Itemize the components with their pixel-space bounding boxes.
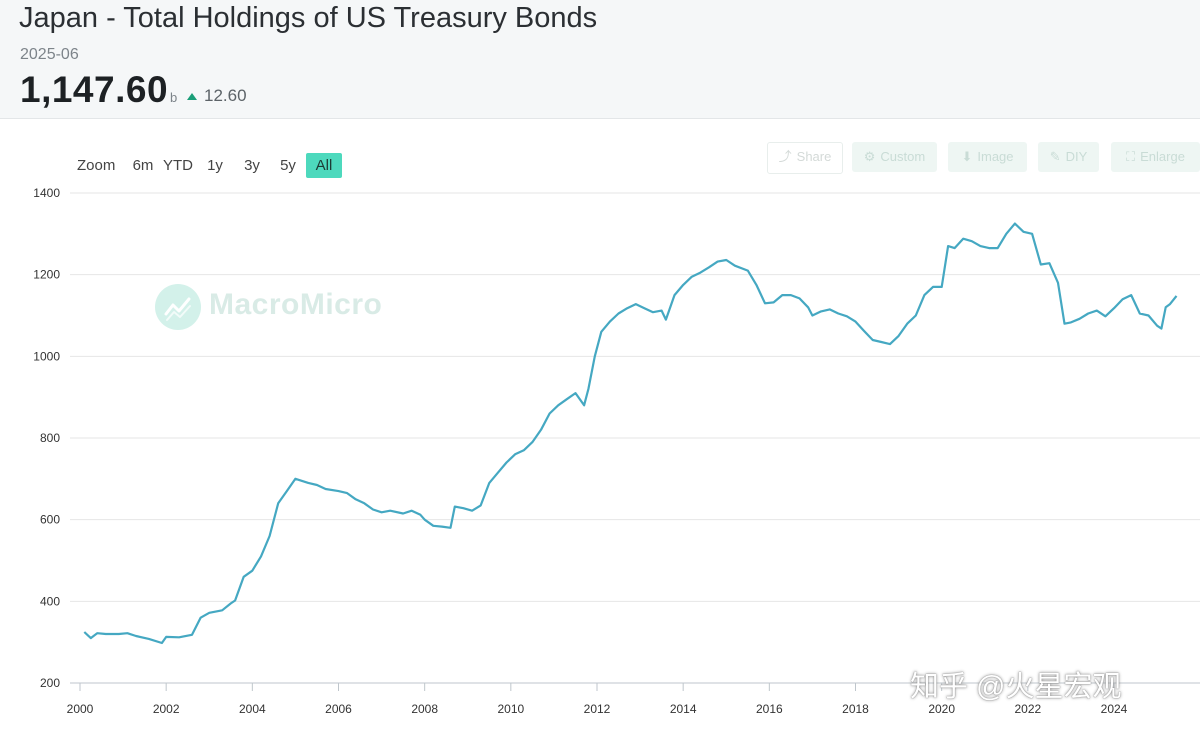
y-tick-label: 1400 [33,186,60,200]
gear-icon: ⚙ [863,149,876,164]
diy-button[interactable]: ✎ DIY [1038,142,1099,172]
x-tick-label: 2012 [584,702,611,716]
y-tick-label: 400 [40,594,60,608]
y-tick-label: 1000 [33,349,60,363]
watermark-text: MacroMicro [209,288,383,321]
zoom-ytd-button[interactable]: YTD [163,157,193,174]
x-tick-label: 2010 [497,702,524,716]
y-tick-label: 1200 [33,268,60,282]
y-tick-label: 200 [40,676,60,690]
x-axis: 2000 2002 2004 2006 2008 2010 2012 2014 2016 2018… [67,683,1128,716]
y-axis: 200 400 600 800 1000 1200 1400 [33,186,60,690]
zoom-6m-button[interactable]: 6m [132,157,154,174]
x-tick-label: 2024 [1101,702,1128,716]
zoom-3y-button[interactable]: 3y [244,157,260,174]
macromicro-logo-icon [155,284,201,330]
expand-icon: ⛶ [1126,149,1136,164]
x-tick-label: 2020 [928,702,955,716]
x-tick-label: 2018 [842,702,869,716]
x-tick-label: 2022 [1014,702,1041,716]
enlarge-button[interactable]: ⛶ Enlarge [1111,142,1200,172]
download-icon: ⬇ [961,149,973,164]
latest-date: 2025-06 [20,46,79,63]
y-tick-label: 800 [40,431,60,445]
chart-grid [70,192,1200,684]
page-title: Japan - Total Holdings of US Treasury Bo… [19,2,598,34]
x-tick-label: 2016 [756,702,783,716]
share-icon: ⤴ [778,149,792,164]
image-button[interactable]: ⬇ Image [948,142,1027,172]
up-arrow-icon [187,93,197,100]
x-tick-label: 2000 [67,702,94,716]
zoom-all-button[interactable]: All [306,153,342,178]
source-credit: 知乎 @火星宏观 [910,671,1122,703]
x-tick-label: 2002 [153,702,180,716]
latest-value: 1,147.60 [20,69,169,110]
pencil-icon: ✎ [1049,149,1061,164]
header: Japan - Total Holdings of US Treasury Bo… [0,0,1200,119]
y-tick-label: 600 [40,513,60,527]
x-tick-label: 2008 [411,702,438,716]
custom-button[interactable]: ⚙ Custom [852,142,937,172]
x-tick-label: 2014 [670,702,697,716]
change-value: 12.60 [204,86,247,105]
x-tick-label: 2004 [239,702,266,716]
zoom-5y-button[interactable]: 5y [280,157,296,174]
share-button[interactable]: ⤴ Share [767,142,843,174]
value-unit: b [170,90,178,105]
x-tick-label: 2006 [325,702,352,716]
zoom-1y-button[interactable]: 1y [207,157,223,174]
zoom-label: Zoom [77,157,116,174]
series-line [83,222,1178,645]
